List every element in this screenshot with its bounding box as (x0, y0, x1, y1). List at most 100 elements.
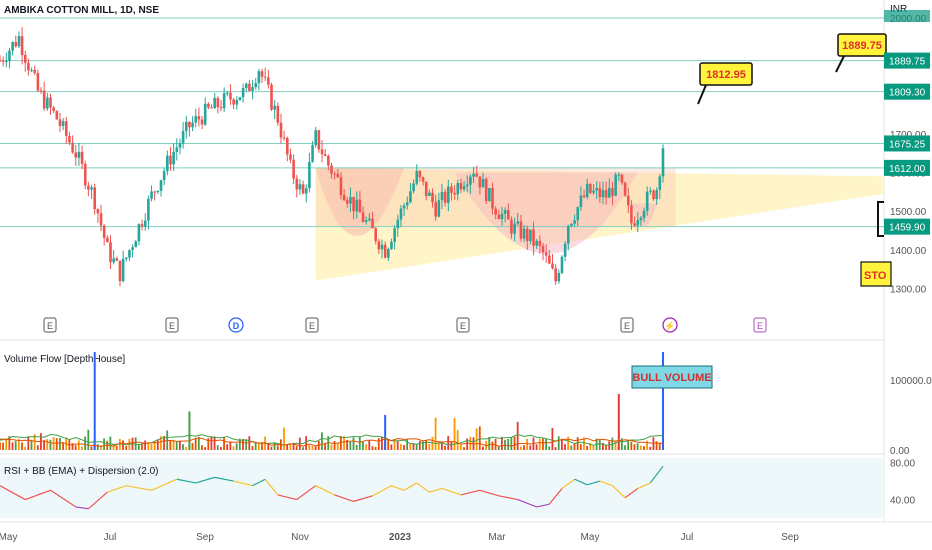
candle-body (368, 218, 371, 221)
volume-bar (343, 436, 345, 450)
candle-body (333, 173, 336, 175)
volume-bar (658, 442, 661, 450)
volume-bar (346, 439, 349, 450)
volume-bar (573, 443, 576, 450)
candle-body (106, 237, 109, 243)
volume-bar (207, 438, 210, 450)
volume-bar (21, 442, 23, 450)
volume-bar (169, 440, 172, 450)
candle-body (270, 84, 273, 110)
volume-spike (93, 352, 96, 450)
rsi-segment (176, 478, 196, 484)
candle-body (219, 107, 223, 109)
candle-body (554, 268, 557, 282)
rsi-segment (429, 487, 443, 493)
volume-bar (403, 445, 405, 450)
volume-bar (245, 439, 248, 450)
rsi-segment (296, 485, 317, 501)
candle-body (276, 105, 280, 123)
candle-body (374, 228, 377, 242)
candle-body (516, 221, 520, 224)
volume-bar (46, 439, 49, 450)
volume-bar (324, 443, 326, 450)
candle-body (548, 255, 551, 264)
volume-bar (11, 442, 14, 450)
candle-body (83, 163, 87, 186)
volume-bar (381, 436, 383, 450)
candle-body (488, 188, 491, 202)
candle-body (399, 208, 403, 220)
candle-body (617, 174, 621, 176)
rsi-segment (637, 482, 651, 490)
earnings-marker[interactable] (620, 317, 634, 333)
volume-bar (144, 440, 147, 450)
earnings-marker-text: E (460, 321, 466, 331)
volume-tick-label: 0.00 (890, 446, 910, 457)
candle-body (153, 191, 156, 193)
split-marker[interactable] (662, 317, 678, 333)
rsi-segment (214, 476, 234, 482)
earnings-marker[interactable] (305, 317, 319, 333)
candle-body (522, 228, 526, 239)
volume-bar (605, 445, 607, 450)
earnings-marker[interactable] (43, 317, 57, 333)
candle-body (320, 149, 324, 155)
volume-bar (223, 437, 225, 450)
rsi-segment (479, 489, 499, 497)
volume-spike (384, 415, 387, 450)
candle-body (459, 183, 463, 190)
volume-bar (55, 438, 58, 450)
candle-body (352, 196, 355, 212)
candle-body (661, 148, 665, 177)
earnings-marker[interactable] (753, 317, 767, 333)
volume-bar (431, 436, 434, 450)
candle-body (80, 151, 84, 164)
volume-bar (0, 442, 1, 450)
candle-body (286, 137, 289, 155)
candle-body (166, 155, 169, 172)
candle-body (137, 224, 141, 242)
candle-body (579, 195, 583, 208)
volume-bar (387, 439, 390, 450)
rsi-segment (334, 494, 354, 502)
candle-body (573, 220, 576, 224)
candle-body (77, 151, 81, 158)
volume-bar (87, 429, 90, 450)
candlestick-series (0, 27, 665, 287)
volume-bar (71, 443, 74, 450)
callout-1889-pointer (835, 55, 845, 73)
earnings-marker[interactable] (165, 317, 179, 333)
volume-bar (482, 446, 484, 450)
volume-bar (608, 441, 611, 450)
candle-body (124, 257, 128, 259)
candle-body (49, 97, 52, 108)
candle-body (456, 183, 460, 195)
volume-bar (649, 446, 652, 450)
candle-body (532, 229, 535, 246)
candle-body (412, 183, 415, 192)
volume-bar (646, 440, 649, 450)
candle-body (172, 151, 175, 165)
price-tag-top (884, 10, 930, 22)
candle-body (655, 189, 658, 200)
volume-bar (276, 445, 279, 450)
volume-bar (321, 432, 323, 450)
candle-body (358, 199, 362, 213)
candle-body (194, 116, 198, 123)
rsi-segment (75, 506, 89, 510)
volume-bar (655, 441, 658, 450)
candle-body (61, 121, 65, 126)
dividend-marker[interactable] (228, 317, 244, 333)
candle-body (267, 77, 270, 85)
volume-bar (488, 437, 491, 450)
volume-bar (248, 436, 251, 450)
price-tag-text: 1459.90 (889, 223, 926, 234)
volume-bar (251, 446, 254, 450)
volume-bar (314, 446, 317, 450)
earnings-marker[interactable] (456, 317, 470, 333)
candle-body (652, 190, 655, 200)
volume-bar (444, 445, 446, 450)
rsi-segment (498, 495, 518, 501)
candle-body (551, 263, 554, 269)
